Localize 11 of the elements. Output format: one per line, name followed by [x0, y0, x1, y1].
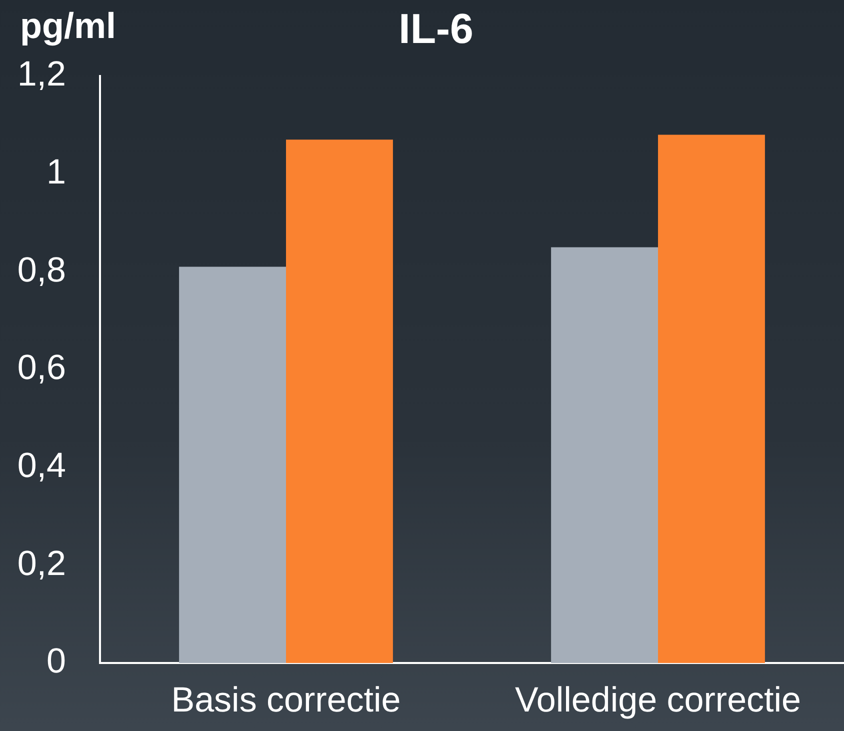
y-tick-label: 0 — [46, 642, 66, 681]
y-tick-label: 0,8 — [17, 250, 66, 290]
x-tick-label: Basis correctie — [171, 680, 401, 720]
y-tick-label: 0,6 — [17, 348, 66, 388]
x-tick-label: Volledige correctie — [515, 680, 801, 720]
y-tick-label: 0,4 — [17, 446, 66, 485]
y-tick-label: 1 — [46, 152, 66, 192]
chart-title: IL-6 — [398, 5, 474, 52]
y-tick-label: 0,2 — [17, 544, 66, 583]
y-tick-label: 1,2 — [17, 54, 66, 94]
y-axis-title: pg/ml — [20, 5, 116, 46]
